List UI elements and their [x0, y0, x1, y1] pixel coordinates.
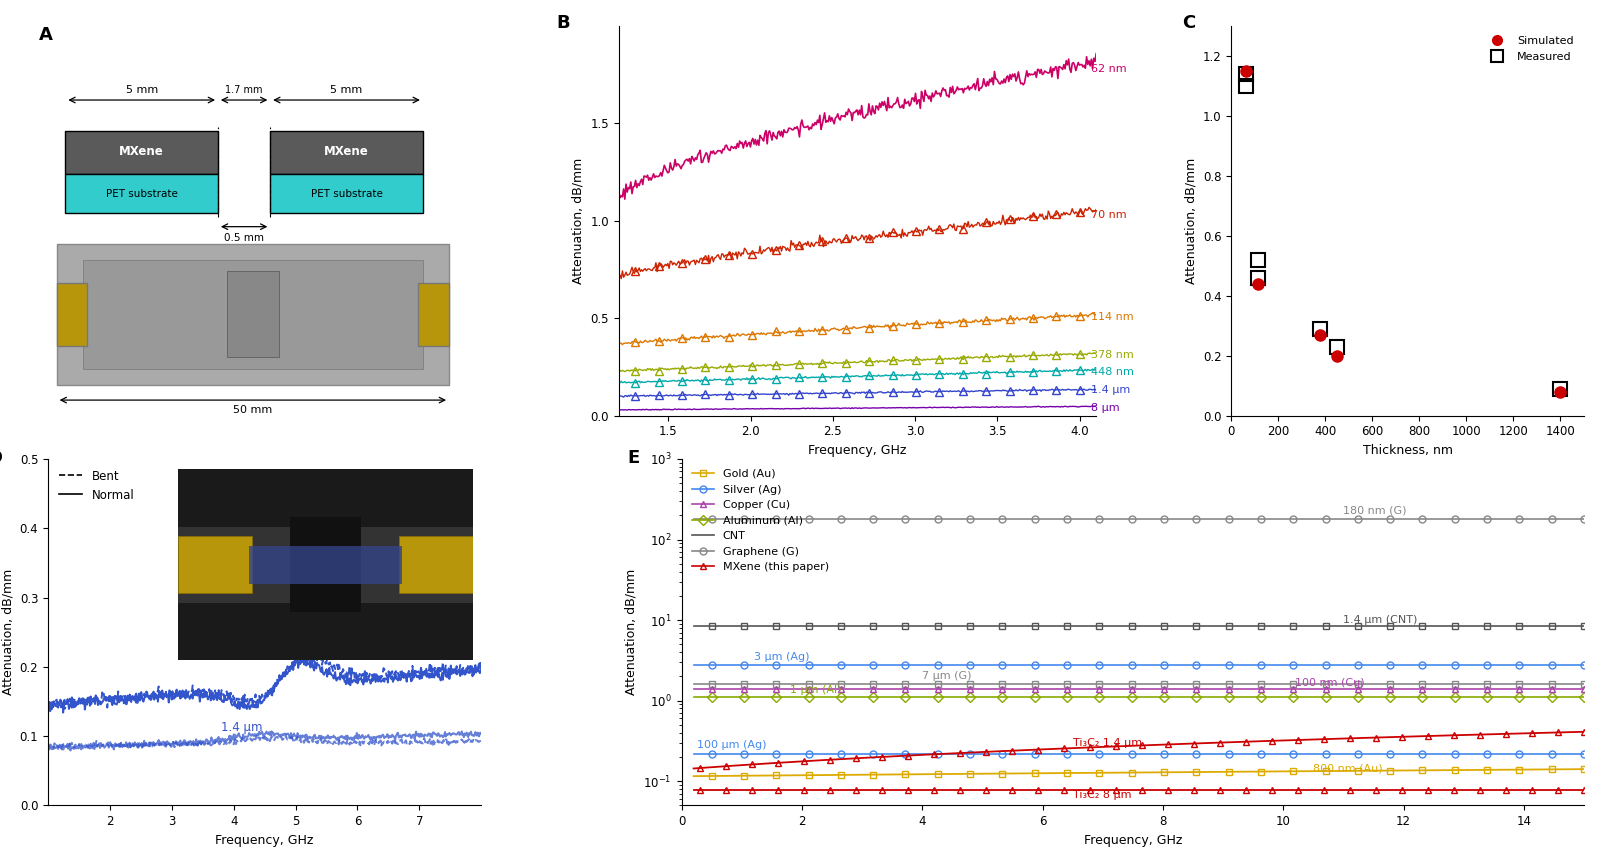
X-axis label: Frequency, GHz: Frequency, GHz	[1083, 834, 1182, 847]
Text: C: C	[1182, 14, 1195, 32]
Legend: Bent, Normal: Bent, Normal	[54, 465, 139, 507]
Text: 448 nm: 448 nm	[1091, 367, 1134, 377]
Text: PET substrate: PET substrate	[310, 189, 382, 198]
Bar	[66, 132, 218, 174]
Y-axis label: Attenuation, dB/mm: Attenuation, dB/mm	[571, 158, 586, 284]
Bar	[270, 174, 422, 213]
Text: 62 nm: 62 nm	[1091, 64, 1126, 74]
Text: E: E	[627, 449, 640, 467]
Text: Ti₃C₂ 1.4 μm: Ti₃C₂ 1.4 μm	[1072, 738, 1142, 747]
Text: 548 nm: 548 nm	[221, 611, 266, 624]
Text: 114 nm: 114 nm	[1091, 313, 1134, 322]
Bar	[227, 272, 278, 358]
Text: Ti₃C₂ 8 μm: Ti₃C₂ 8 μm	[1072, 790, 1131, 799]
Legend: Gold (Au), Silver (Ag), Copper (Cu), Aluminum (Al), CNT, Graphene (G), MXene (th: Gold (Au), Silver (Ag), Copper (Cu), Alu…	[686, 464, 834, 577]
Text: PET substrate: PET substrate	[106, 189, 178, 198]
Y-axis label: Attenuation, dB/mm: Attenuation, dB/mm	[626, 569, 638, 695]
X-axis label: Frequency, GHz: Frequency, GHz	[216, 834, 314, 847]
Text: 100 nm (Cu): 100 nm (Cu)	[1296, 677, 1365, 687]
Text: 1.4 μm (CNT): 1.4 μm (CNT)	[1344, 615, 1418, 625]
Legend: Simulated, Measured: Simulated, Measured	[1482, 31, 1579, 66]
Text: 100 μm (Ag): 100 μm (Ag)	[696, 740, 766, 749]
Text: 3 μm (Ag): 3 μm (Ag)	[754, 652, 810, 662]
Bar	[83, 260, 422, 369]
Text: 7 μm (G): 7 μm (G)	[922, 671, 971, 682]
Bar	[419, 283, 450, 346]
Text: 5 mm: 5 mm	[331, 85, 363, 95]
Text: 1 μm (Al): 1 μm (Al)	[790, 685, 842, 695]
Text: 50 mm: 50 mm	[234, 404, 272, 415]
Text: 1.4 μm: 1.4 μm	[221, 721, 262, 734]
Text: 0.5 mm: 0.5 mm	[224, 233, 264, 243]
Text: 800 nm (Au): 800 nm (Au)	[1314, 763, 1382, 773]
Text: 70 nm: 70 nm	[1091, 210, 1126, 220]
Text: B: B	[557, 14, 571, 32]
Bar	[56, 283, 88, 346]
Bar	[66, 174, 218, 213]
Text: D: D	[0, 449, 2, 467]
Text: 1.7 mm: 1.7 mm	[226, 85, 262, 95]
Bar	[56, 244, 450, 385]
Y-axis label: Attenuation, dB/mm: Attenuation, dB/mm	[2, 569, 14, 695]
Text: 5 mm: 5 mm	[125, 85, 158, 95]
X-axis label: Thickness, nm: Thickness, nm	[1363, 444, 1453, 457]
Text: 180 nm (G): 180 nm (G)	[1344, 506, 1406, 515]
Text: 8 μm: 8 μm	[1091, 403, 1120, 413]
Y-axis label: Attenuation, dB/mm: Attenuation, dB/mm	[1184, 158, 1197, 284]
Text: 1.4 μm: 1.4 μm	[1091, 385, 1131, 396]
Text: 378 nm: 378 nm	[1091, 350, 1134, 360]
X-axis label: Frequency, GHz: Frequency, GHz	[808, 444, 907, 457]
Text: MXene: MXene	[325, 145, 370, 158]
Bar	[270, 132, 422, 174]
Text: MXene: MXene	[120, 145, 165, 158]
Text: A: A	[40, 26, 53, 44]
